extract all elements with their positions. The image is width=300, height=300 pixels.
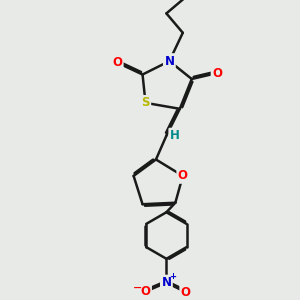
Text: O: O [212, 67, 222, 80]
Text: O: O [112, 56, 122, 69]
Text: O: O [140, 285, 151, 298]
Text: +: + [169, 272, 176, 280]
Text: O: O [178, 169, 188, 182]
Text: N: N [161, 276, 171, 289]
Text: S: S [141, 96, 150, 110]
Text: N: N [164, 55, 174, 68]
Text: −: − [133, 283, 142, 293]
Text: H: H [170, 129, 180, 142]
Text: O: O [181, 286, 191, 299]
